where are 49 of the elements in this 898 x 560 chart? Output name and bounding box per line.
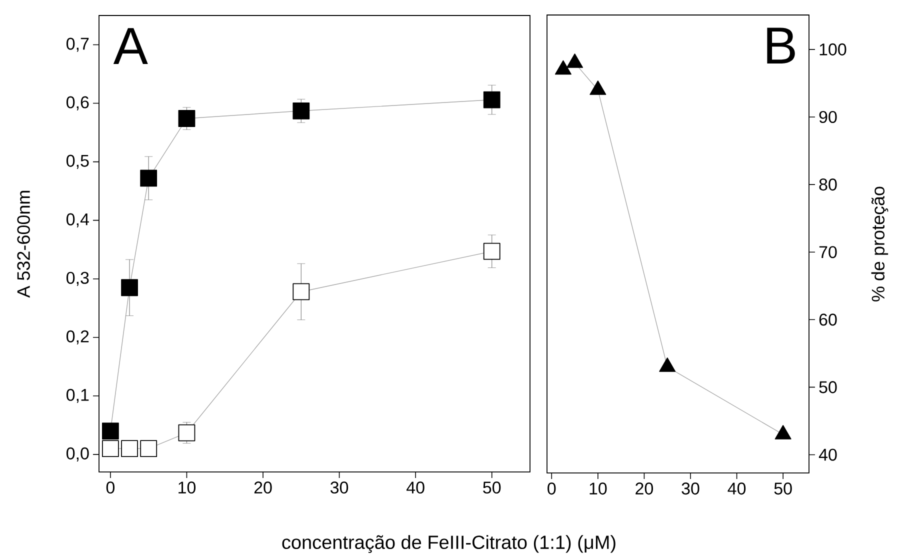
y-tick-label: 90 — [819, 110, 837, 124]
y-tick-label: 0,7 — [66, 38, 89, 52]
point — [102, 422, 119, 440]
point — [483, 242, 500, 260]
point — [178, 110, 196, 127]
annotation: A — [113, 28, 148, 64]
y-tick-label: 50 — [819, 381, 837, 394]
y-tick-label: 0,1 — [66, 388, 89, 403]
y-tick-label: 0,3 — [66, 272, 89, 286]
annotation: B — [767, 28, 795, 64]
x-tick-label: 40 — [728, 482, 746, 495]
y-tick-label: 40 — [818, 448, 837, 461]
point — [140, 170, 158, 187]
x-axis-title: concentração de FeIII-Citrato (1:1) (μM) — [282, 535, 616, 553]
point — [566, 54, 584, 68]
y-tick-label: 100 — [820, 43, 846, 56]
y-tick-label: 60 — [819, 314, 837, 326]
x-tick-label: 30 — [682, 482, 700, 495]
point — [554, 60, 572, 75]
point — [590, 80, 606, 95]
x-tick-label: 50 — [774, 482, 792, 495]
y-tick-label: 0,5 — [66, 154, 89, 169]
point — [102, 440, 119, 458]
y-tick-label: 70 — [819, 246, 837, 258]
x-tick-label: 40 — [406, 482, 424, 494]
point — [483, 91, 500, 108]
x-tick-label: 20 — [636, 482, 654, 495]
y-tick-label: 0,6 — [66, 96, 89, 110]
y-axis-title: A 532-600nm — [17, 190, 30, 298]
x-tick-label: 30 — [330, 482, 348, 494]
point — [659, 357, 676, 372]
point — [292, 102, 310, 120]
y-tick-label: 0,2 — [66, 330, 89, 344]
point — [140, 440, 158, 458]
y-axis-title: % de proteção — [871, 186, 888, 302]
x-tick-label: 20 — [254, 482, 272, 494]
point — [774, 425, 792, 440]
x-tick-label: 0 — [106, 482, 115, 494]
point — [121, 440, 138, 458]
y-tick-label: 0,4 — [66, 213, 89, 228]
point — [121, 279, 138, 296]
x-tick-label: 50 — [483, 482, 501, 494]
point — [292, 283, 310, 300]
point — [178, 424, 196, 442]
x-tick-label: 0 — [548, 482, 556, 495]
y-tick-label: 0,0 — [66, 447, 89, 462]
x-tick-label: 10 — [178, 482, 196, 494]
x-tick-label: 10 — [590, 482, 607, 495]
y-tick-label: 80 — [819, 178, 837, 191]
